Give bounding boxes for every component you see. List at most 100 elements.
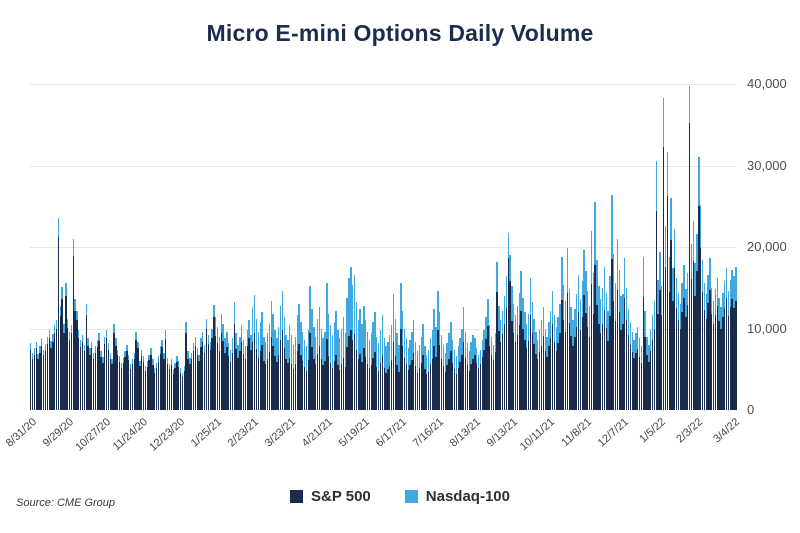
bar [587, 291, 589, 410]
bar [329, 325, 332, 410]
bar-nasdaq-segment [537, 339, 539, 360]
bar-nasdaq-segment [226, 331, 228, 348]
bar [439, 312, 441, 410]
bar [674, 229, 676, 410]
bar [102, 357, 104, 410]
bar-nasdaq-segment [426, 354, 428, 375]
bar [168, 364, 171, 410]
bar [220, 313, 222, 410]
bar-nasdaq-segment [444, 352, 446, 372]
bar [35, 341, 37, 410]
bar [111, 359, 113, 410]
bar [222, 323, 224, 410]
bar-nasdaq-segment [78, 330, 80, 339]
bar-nasdaq-segment [133, 352, 135, 359]
bar-nasdaq-segment [183, 366, 185, 371]
bar [501, 310, 504, 410]
bar-nasdaq-segment [414, 341, 417, 366]
bar [218, 336, 221, 410]
bar-nasdaq-segment [178, 361, 180, 367]
bar [535, 331, 537, 410]
bar-nasdaq-segment [472, 335, 474, 360]
bar [416, 351, 419, 410]
bar [477, 354, 480, 410]
bar [231, 338, 234, 410]
bar-nasdaq-segment [216, 326, 219, 344]
bar-nasdaq-segment [326, 282, 328, 340]
bar-nasdaq-segment [348, 277, 350, 336]
bar [442, 344, 445, 410]
bar-nasdaq-segment [63, 324, 65, 334]
bar-nasdaq-segment [733, 276, 735, 309]
bar-nasdaq-segment [109, 352, 111, 359]
bar [166, 357, 169, 410]
bar [687, 273, 689, 410]
chart-title: Micro E-mini Options Daily Volume [206, 20, 594, 46]
bar-nasdaq-segment [98, 333, 100, 341]
bar-nasdaq-segment [555, 326, 557, 351]
bar [320, 328, 322, 410]
bar [209, 341, 211, 410]
bar [392, 294, 395, 410]
bar [98, 333, 100, 410]
bar-nasdaq-segment [313, 326, 315, 359]
bar-nasdaq-segment [37, 353, 39, 360]
bar-nasdaq-segment [492, 344, 495, 361]
bar [540, 320, 543, 410]
legend-label-sp500: S&P 500 [311, 488, 371, 505]
bar-nasdaq-segment [296, 315, 298, 352]
bar-nasdaq-segment [620, 295, 622, 331]
bar [142, 356, 145, 410]
bar [583, 250, 585, 410]
bar [603, 266, 606, 410]
bar-nasdaq-segment [442, 344, 445, 366]
bar [79, 339, 82, 410]
bar [644, 310, 646, 410]
bar-nasdaq-segment [224, 338, 226, 353]
bar-nasdaq-segment [355, 302, 358, 350]
bar [709, 258, 711, 410]
bar [548, 321, 550, 410]
bar [622, 294, 624, 410]
bar [196, 348, 198, 410]
bar [337, 330, 339, 410]
bar-nasdaq-segment [81, 335, 84, 343]
bar-nasdaq-segment [644, 310, 646, 337]
bar-nasdaq-segment [394, 318, 396, 357]
legend: S&P 500 Nasdaq-100 [0, 488, 800, 505]
bar [437, 291, 439, 410]
bar [705, 294, 707, 410]
bar-nasdaq-segment [531, 302, 533, 333]
bar-nasdaq-segment [91, 341, 93, 349]
bar-nasdaq-segment [35, 341, 37, 349]
bar-nasdaq-segment [542, 307, 545, 336]
bar-nasdaq-segment [457, 346, 459, 368]
bar-nasdaq-segment [154, 367, 156, 373]
bar [564, 300, 567, 410]
bar-nasdaq-segment [614, 282, 617, 322]
bar-nasdaq-segment [142, 356, 145, 362]
bar-nasdaq-segment [725, 268, 728, 299]
bar-nasdaq-segment [701, 260, 704, 292]
bar [326, 282, 328, 410]
bar-nasdaq-segment [228, 343, 230, 357]
bar [496, 262, 498, 410]
bar [163, 352, 165, 410]
bar-nasdaq-segment [650, 330, 652, 351]
bar-nasdaq-segment [651, 315, 654, 340]
bar-nasdaq-segment [588, 305, 591, 337]
bar [104, 336, 106, 410]
bar [318, 307, 321, 410]
bar-nasdaq-segment [379, 330, 382, 363]
bar [327, 313, 330, 410]
bar-nasdaq-segment [511, 286, 513, 322]
bar [625, 287, 628, 410]
bar-nasdaq-segment [433, 308, 435, 346]
bar [390, 325, 393, 410]
bar [527, 313, 530, 410]
bar [203, 344, 206, 410]
bar [440, 335, 443, 410]
bar-nasdaq-segment [61, 286, 63, 300]
bar-nasdaq-segment [118, 356, 121, 362]
bar [575, 294, 578, 410]
